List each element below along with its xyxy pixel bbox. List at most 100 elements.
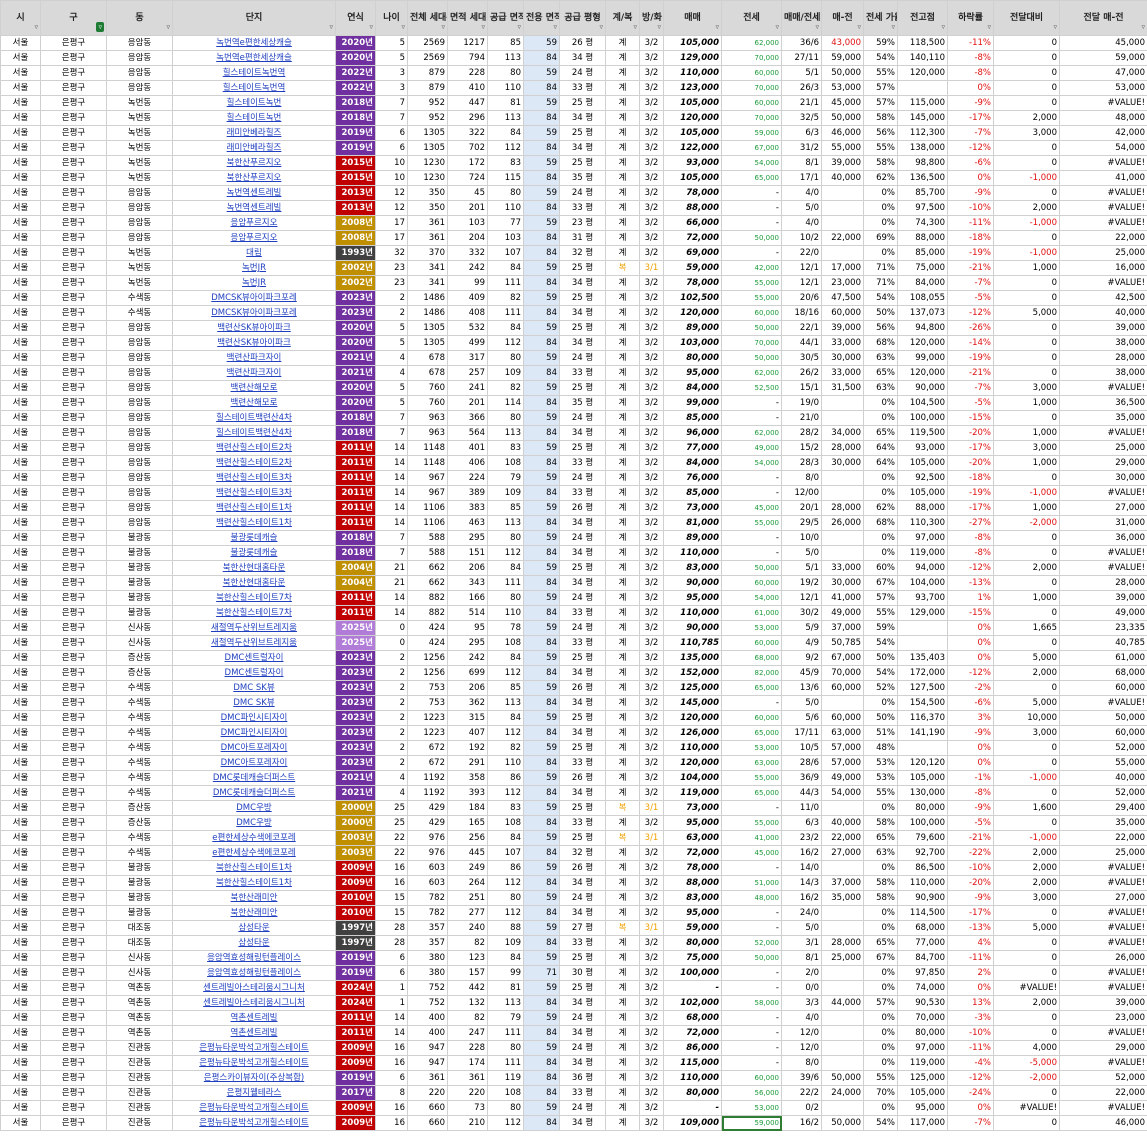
cell-4[interactable]: 2009년 bbox=[335, 1100, 376, 1116]
cell-16[interactable]: 47,500 bbox=[821, 290, 864, 306]
cell-3[interactable]: 은평지웰테라스 bbox=[172, 1085, 336, 1101]
cell-1[interactable]: 은평구 bbox=[40, 875, 107, 891]
cell-18[interactable]: 68,000 bbox=[897, 920, 948, 936]
cell-7[interactable]: 82 bbox=[447, 1010, 488, 1026]
cell-4[interactable]: 2020년 bbox=[335, 35, 376, 51]
cell-10[interactable]: 24 평 bbox=[559, 530, 606, 546]
cell-10[interactable]: 25 평 bbox=[559, 320, 606, 336]
cell-12[interactable]: 3/2 bbox=[639, 590, 664, 606]
cell-6[interactable]: 1305 bbox=[407, 335, 448, 351]
cell-0[interactable]: 서울 bbox=[0, 290, 41, 306]
cell-6[interactable]: 1148 bbox=[407, 455, 448, 471]
cell-6[interactable]: 341 bbox=[407, 275, 448, 291]
cell-7[interactable]: 242 bbox=[447, 650, 488, 666]
cell-13[interactable]: 63,000 bbox=[663, 830, 722, 846]
cell-4[interactable]: 2018년 bbox=[335, 530, 376, 546]
cell-11[interactable]: 계 bbox=[605, 965, 640, 981]
cell-20[interactable]: 0 bbox=[993, 275, 1060, 291]
cell-12[interactable]: 3/2 bbox=[639, 275, 664, 291]
cell-19[interactable]: -17% bbox=[947, 905, 994, 921]
cell-10[interactable]: 27 평 bbox=[559, 920, 606, 936]
cell-16[interactable]: 22,000 bbox=[821, 230, 864, 246]
cell-5[interactable]: 23 bbox=[375, 275, 408, 291]
cell-8[interactable]: 108 bbox=[487, 635, 524, 651]
cell-18[interactable]: 85,000 bbox=[897, 245, 948, 261]
cell-19[interactable]: -2% bbox=[947, 680, 994, 696]
cell-13[interactable]: 122,000 bbox=[663, 140, 722, 156]
cell-13[interactable]: 120,000 bbox=[663, 710, 722, 726]
cell-4[interactable]: 2019년 bbox=[335, 950, 376, 966]
cell-14[interactable]: 62,000 bbox=[721, 365, 782, 381]
cell-8[interactable]: 108 bbox=[487, 455, 524, 471]
cell-2[interactable]: 응암동 bbox=[106, 365, 173, 381]
cell-12[interactable]: 3/2 bbox=[639, 560, 664, 576]
cell-14[interactable]: 70,000 bbox=[721, 110, 782, 126]
cell-11[interactable]: 계 bbox=[605, 335, 640, 351]
cell-13[interactable]: 110,000 bbox=[663, 740, 722, 756]
cell-11[interactable]: 계 bbox=[605, 740, 640, 756]
cell-12[interactable]: 3/2 bbox=[639, 530, 664, 546]
cell-9[interactable]: 84 bbox=[523, 425, 560, 441]
cell-8[interactable]: 80 bbox=[487, 1040, 524, 1056]
cell-5[interactable]: 2 bbox=[375, 725, 408, 741]
cell-21[interactable]: #VALUE! bbox=[1059, 860, 1147, 876]
cell-12[interactable]: 3/2 bbox=[639, 665, 664, 681]
cell-19[interactable]: -15% bbox=[947, 410, 994, 426]
cell-13[interactable]: 120,000 bbox=[663, 305, 722, 321]
cell-11[interactable]: 계 bbox=[605, 35, 640, 51]
cell-12[interactable]: 3/2 bbox=[639, 620, 664, 636]
cell-20[interactable]: 0 bbox=[993, 680, 1060, 696]
cell-16[interactable]: 40,000 bbox=[821, 815, 864, 831]
cell-19[interactable]: -26% bbox=[947, 320, 994, 336]
cell-5[interactable]: 4 bbox=[375, 770, 408, 786]
cell-3[interactable]: DMC SK뷰 bbox=[172, 680, 336, 696]
cell-18[interactable]: 90,530 bbox=[897, 995, 948, 1011]
cell-21[interactable]: #VALUE! bbox=[1059, 185, 1147, 201]
cell-0[interactable]: 서울 bbox=[0, 275, 41, 291]
cell-9[interactable]: 84 bbox=[523, 605, 560, 621]
cell-9[interactable]: 59 bbox=[523, 125, 560, 141]
cell-11[interactable]: 계 bbox=[605, 65, 640, 81]
cell-20[interactable]: 1,600 bbox=[993, 800, 1060, 816]
cell-17[interactable]: 67% bbox=[863, 575, 898, 591]
cell-5[interactable]: 1 bbox=[375, 980, 408, 996]
cell-6[interactable]: 967 bbox=[407, 470, 448, 486]
cell-8[interactable]: 111 bbox=[487, 575, 524, 591]
cell-17[interactable]: 58% bbox=[863, 155, 898, 171]
cell-0[interactable]: 서울 bbox=[0, 725, 41, 741]
cell-8[interactable]: 86 bbox=[487, 860, 524, 876]
cell-21[interactable]: #VALUE! bbox=[1059, 905, 1147, 921]
cell-13[interactable]: 145,000 bbox=[663, 695, 722, 711]
cell-1[interactable]: 은평구 bbox=[40, 320, 107, 336]
cell-21[interactable]: #VALUE! bbox=[1059, 485, 1147, 501]
cell-6[interactable]: 400 bbox=[407, 1025, 448, 1041]
cell-14[interactable]: - bbox=[721, 395, 782, 411]
cell-21[interactable]: 60,000 bbox=[1059, 725, 1147, 741]
cell-11[interactable]: 계 bbox=[605, 80, 640, 96]
cell-2[interactable]: 불광동 bbox=[106, 860, 173, 876]
cell-2[interactable]: 녹번동 bbox=[106, 140, 173, 156]
cell-15[interactable]: 22/0 bbox=[781, 245, 822, 261]
cell-12[interactable]: 3/2 bbox=[639, 965, 664, 981]
cell-14[interactable]: 42,000 bbox=[721, 260, 782, 276]
cell-2[interactable]: 진관동 bbox=[106, 1055, 173, 1071]
cell-16[interactable]: 33,000 bbox=[821, 365, 864, 381]
cell-2[interactable]: 불광동 bbox=[106, 530, 173, 546]
cell-8[interactable]: 111 bbox=[487, 275, 524, 291]
cell-19[interactable]: -21% bbox=[947, 830, 994, 846]
cell-16[interactable]: 35,000 bbox=[821, 890, 864, 906]
cell-19[interactable]: -9% bbox=[947, 800, 994, 816]
cell-2[interactable]: 신사동 bbox=[106, 620, 173, 636]
cell-14[interactable]: 55,000 bbox=[721, 815, 782, 831]
cell-0[interactable]: 서울 bbox=[0, 365, 41, 381]
cell-15[interactable]: 28/6 bbox=[781, 755, 822, 771]
cell-2[interactable]: 수색동 bbox=[106, 740, 173, 756]
cell-3[interactable]: 백련산힐스테이트3차 bbox=[172, 485, 336, 501]
cell-18[interactable]: 110,000 bbox=[897, 875, 948, 891]
cell-0[interactable]: 서울 bbox=[0, 875, 41, 891]
cell-1[interactable]: 은평구 bbox=[40, 545, 107, 561]
cell-14[interactable]: - bbox=[721, 1040, 782, 1056]
cell-20[interactable]: 5,000 bbox=[993, 650, 1060, 666]
cell-9[interactable]: 84 bbox=[523, 230, 560, 246]
cell-21[interactable]: #VALUE! bbox=[1059, 1025, 1147, 1041]
